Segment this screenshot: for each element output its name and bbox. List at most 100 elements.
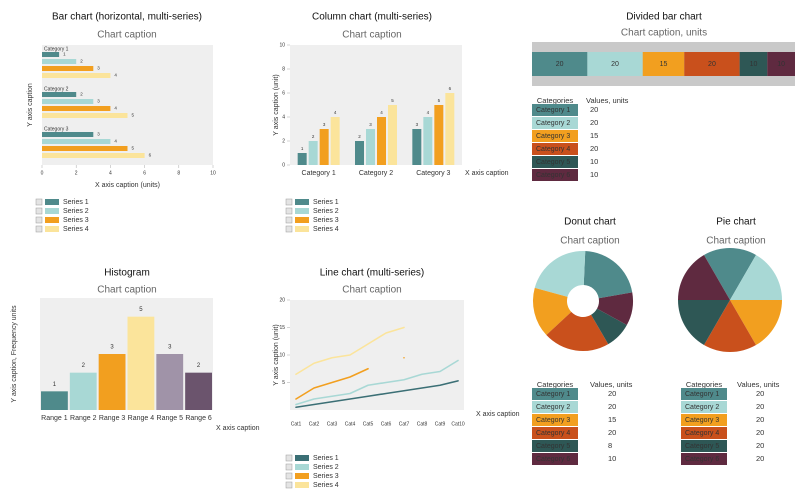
legend-checkbox [285,225,293,233]
y-axis-label: Y axis caption, Frequency units [11,305,18,403]
table-category: Category 6 [685,456,719,463]
legend-checkbox [285,454,293,462]
x-tick-label: Cat10 [451,421,465,427]
table-category: Category 6 [536,172,570,179]
plot-area [290,300,464,410]
pie-slice [678,254,730,300]
y-tick-label: 0 [282,162,285,168]
table-category: Category 5 [685,443,719,450]
legend-checkbox [285,198,293,206]
table-value: 10 [590,170,598,179]
bar-value-label: 1 [63,52,66,57]
bar [388,105,397,165]
bar [434,105,444,165]
table-category: Category 4 [536,430,570,437]
y-tick-label: 10 [279,352,285,358]
x-tick-label: Cat7 [399,421,410,427]
y-axis-label: Y axis caption (unit) [273,74,280,135]
table-value: 10 [608,454,616,463]
table-cell [532,156,578,168]
bar [69,372,97,410]
table-cell [681,427,727,439]
bar-value-label: 4 [114,106,117,111]
table-category: Category 3 [536,133,570,140]
x-tick-label: 10 [210,170,216,176]
category-label: Category 3 [44,126,69,132]
table-value: 15 [608,415,616,424]
bar [42,99,94,104]
table-cell [532,440,578,452]
table-category: Category 1 [685,391,719,398]
segment-label: 10 [777,61,785,68]
x-tick-label: Cat3 [327,421,338,427]
table-header: Categories [537,380,574,389]
pie-slice [597,292,633,326]
legend-swatch [295,217,309,223]
bar-value-label: 2 [82,363,86,369]
chart-title: Line chart (multi-series) [320,268,424,279]
chart-subtitle: Chart caption [97,285,156,296]
x-tick-label: 4 [109,170,112,176]
bar-value-label: 3 [110,345,114,351]
table-value: 20 [590,105,598,114]
bar [156,354,184,410]
pie-slice [704,300,756,352]
bar [185,372,212,410]
x-tick-label: Cat1 [291,421,302,427]
legend-checkbox [285,216,293,224]
table-category: Category 4 [536,146,570,153]
segment-label: 15 [660,61,668,68]
legend-label: Series 3 [313,217,339,224]
legend-checkbox [35,225,43,233]
bar-value-label: 2 [80,59,83,64]
bar [423,117,433,165]
table-category: Category 4 [685,430,719,437]
bar [42,132,94,137]
legend-label: Series 2 [313,464,339,471]
bar [330,117,340,165]
table-category: Category 3 [685,417,719,424]
chart-subtitle: Chart caption [342,30,401,41]
legend-swatch [295,208,309,214]
legend-label: Series 2 [313,208,339,215]
bar [42,139,111,144]
bar-segment [642,52,685,76]
pie-slice [591,308,627,345]
legend-swatch [295,455,309,461]
bar-segment [587,52,643,76]
chart-subtitle: Chart caption, units [621,28,707,39]
table-value: 20 [756,454,764,463]
y-tick-label: 8 [282,66,285,72]
bar-value-label: 3 [97,132,100,137]
bar-segment [767,52,795,76]
legend-swatch [45,226,59,232]
x-axis-label: X axis caption [476,411,520,418]
table-value: 20 [756,441,764,450]
legend-checkbox [285,207,293,215]
line-series [295,380,459,409]
bar [42,113,128,118]
chart-title: Bar chart (horizontal, multi-series) [52,12,202,23]
y-tick-label: 2 [282,138,285,144]
bar-value-label: 3 [416,122,419,127]
legend-checkbox [285,472,293,480]
table-value: 20 [608,389,616,398]
table-cell [532,169,578,181]
x-tick-label: Cat2 [309,421,320,427]
x-axis-label: X axis caption (units) [95,182,160,189]
bar [127,316,155,410]
legend-checkbox [35,207,43,215]
bar-value-label: 2 [358,134,361,139]
table-header: Categories [537,96,574,105]
line-series [295,326,405,376]
table-category: Category 5 [536,443,570,450]
pie-slice [704,247,756,300]
x-tick-label: Cat6 [381,421,392,427]
chart-subtitle: Chart caption [97,30,156,41]
pie-slice [546,311,609,352]
bar-value-label: 2 [80,92,83,97]
table-cell [532,130,578,142]
bar-value-label: 3 [323,122,326,127]
table-cell [681,440,727,452]
table-category: Category 3 [536,417,570,424]
